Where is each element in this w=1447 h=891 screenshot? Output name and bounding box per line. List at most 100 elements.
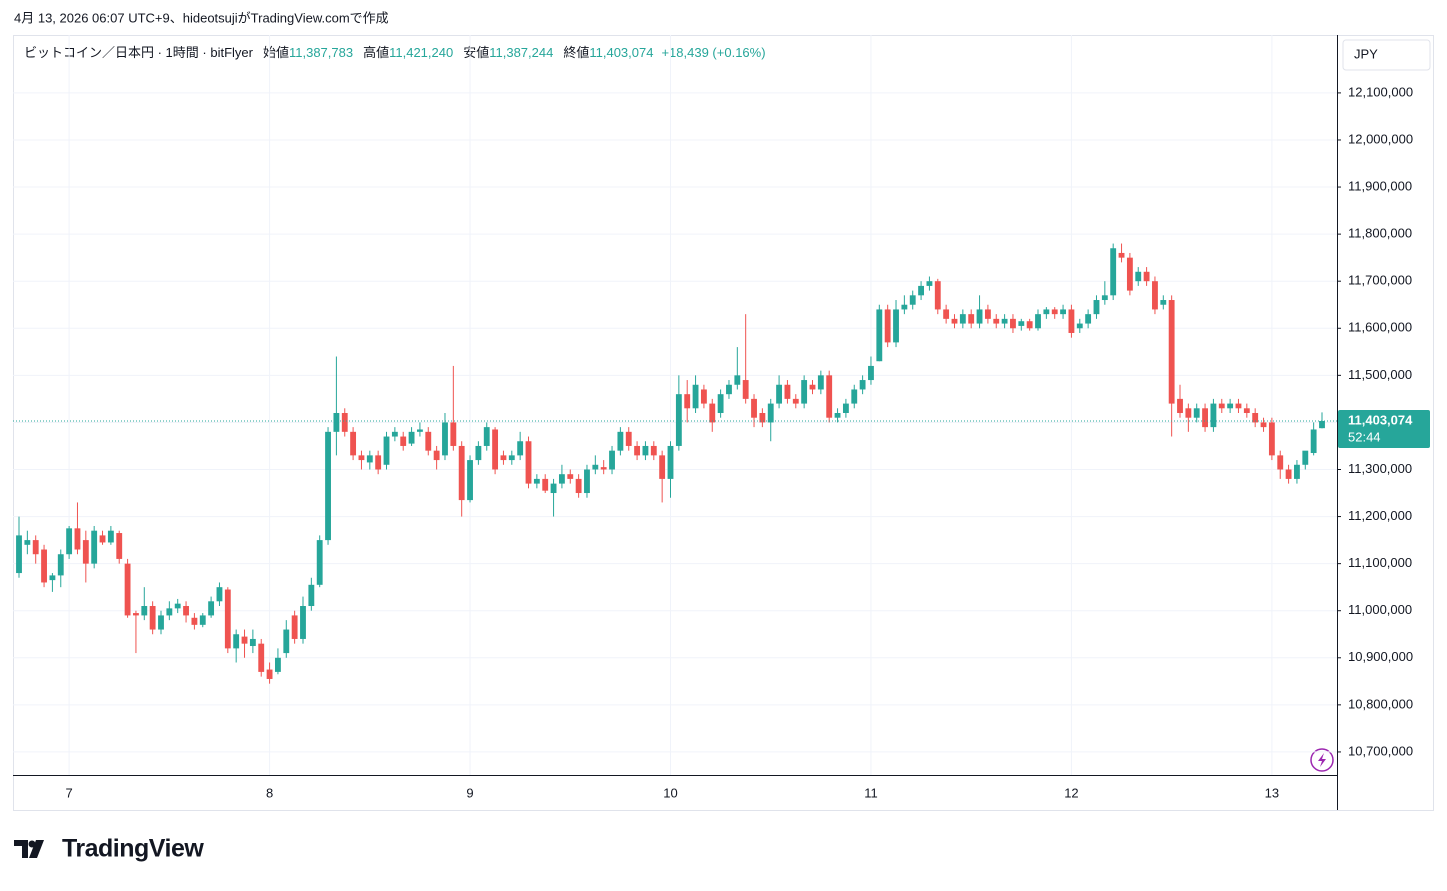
candle-body [1076,323,1083,329]
candle-body [1043,309,1050,315]
candle-body [1068,309,1075,333]
candle-body [149,606,156,630]
candle-body [325,431,331,541]
candle-body [1202,408,1208,428]
candle-body [91,530,98,564]
candle-body [508,455,515,461]
candle-body [116,533,123,559]
candle-body [592,464,599,470]
grid [13,35,1337,775]
candle-body [876,309,883,362]
candle-body [41,549,47,583]
y-tick-label: 11,300,000 [1348,461,1412,476]
candle-body [66,528,73,555]
candle-body [316,540,323,585]
candle-body [107,530,114,543]
candle-body [675,394,682,446]
lightning-icon[interactable] [1310,748,1334,772]
countdown: 52:44 [1348,429,1381,444]
currency-button[interactable] [1342,39,1431,71]
legend-symbol: ビットコイン／日本円 · 1時間 · bitFlyer [24,45,254,60]
candle-body [726,384,732,395]
candle-body [1218,403,1225,409]
candle-body [1085,314,1092,324]
candle-body [1193,408,1200,418]
candle-body [993,318,1000,324]
candle-body [391,431,398,437]
candle-body [99,535,106,543]
candle-body [1243,408,1250,414]
candle-body [609,450,615,470]
candle-body [475,445,482,461]
candle-body [533,478,540,484]
candle-body [1010,318,1016,329]
candle-body [558,474,565,484]
candle-body [333,413,340,432]
candle-body [458,445,465,501]
y-tick-label: 11,600,000 [1348,320,1412,335]
candle-body [191,617,198,625]
candle-body [383,436,390,465]
candle-body [550,483,557,494]
candle-body [433,450,440,461]
candle-body [709,403,716,423]
candle-body [141,606,148,616]
candle-body [909,295,916,305]
candle-body [868,365,874,381]
candle-body [951,318,958,324]
candle-body [692,384,699,409]
x-tick-label: 12 [1064,785,1078,800]
candle-body [943,309,950,319]
candle-body [1035,314,1041,329]
candle-body [684,394,691,409]
candle-body [1018,321,1025,326]
legend-item-label: 終値 [563,45,589,60]
candle-body [16,535,22,574]
candle-body [918,285,925,296]
y-tick-label: 10,700,000 [1348,743,1413,758]
x-tick-label: 10 [663,785,677,800]
legend-item-value: 11,387,783 [289,45,353,60]
candle-body [776,384,783,404]
candle-body [258,643,265,672]
candle-body [124,563,131,616]
candle-body [767,403,774,423]
candle-body [249,638,256,647]
icon-bolt[interactable] [1318,753,1326,767]
brand: TradingView [62,835,204,863]
candle-body [784,384,791,399]
candle-body [416,429,423,432]
candle-body [183,606,189,616]
candle-body [959,314,966,324]
candle-body [425,431,432,451]
candle-body [1060,309,1066,315]
candle-body [408,431,415,444]
candle-body [734,375,741,385]
candle-body [49,575,56,581]
candle-body [492,429,499,470]
candle-body [224,589,231,649]
candle-body [233,634,240,649]
candle-body [24,540,31,545]
candle-body [1168,300,1175,404]
currency[interactable]: JPY [1354,46,1378,61]
chart-frame [13,35,1434,811]
candle-body [617,431,624,451]
candle-body [826,375,833,418]
candle-body [801,380,808,404]
candle-body [341,413,348,432]
candle-body [166,608,173,616]
candle-body [642,445,649,456]
x-tick-label: 9 [466,785,473,800]
candle-body [575,478,582,494]
legend-item-value: 11,403,074 [589,45,653,60]
candle-body [442,422,448,456]
candle-body [1302,450,1309,465]
y-tick-label: 11,800,000 [1348,226,1412,241]
x-tick-label: 11 [864,785,878,800]
legend-item-value: 11,421,240 [389,45,453,60]
candle-body [1135,271,1142,282]
y-tick-label: 12,100,000 [1348,84,1413,99]
candle-body [567,474,574,479]
